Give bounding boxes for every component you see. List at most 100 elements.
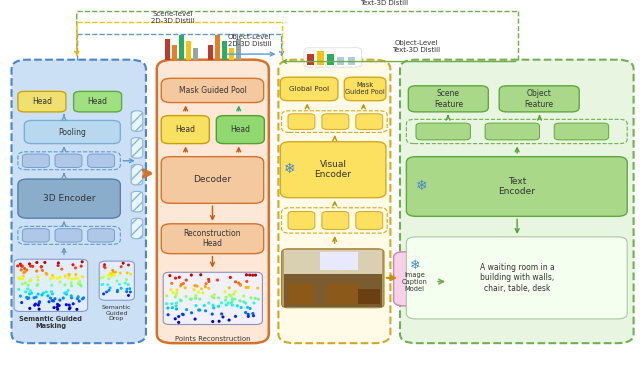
Text: Visual
Encoder: Visual Encoder [315,160,351,179]
Point [201,281,211,287]
Bar [327,54,334,65]
Point [173,319,184,325]
Point [108,267,118,273]
Point [31,268,42,274]
FancyBboxPatch shape [416,123,470,140]
Point [125,289,136,295]
Point [52,306,63,312]
Point [26,288,36,294]
Bar [222,41,227,60]
FancyBboxPatch shape [131,138,143,158]
FancyBboxPatch shape [74,91,122,112]
Point [77,296,88,302]
Point [122,270,132,276]
Point [55,297,65,303]
FancyBboxPatch shape [131,111,143,131]
Point [214,318,224,324]
Point [230,279,241,285]
Text: Scene-level
Text-3D Distill: Scene-level Text-3D Distill [360,0,408,6]
Point [175,297,186,303]
Point [116,285,126,291]
Point [35,299,45,305]
Point [166,287,176,293]
Point [227,297,237,303]
FancyBboxPatch shape [14,259,88,311]
Point [241,310,251,316]
Point [43,293,53,299]
Point [34,300,44,306]
Point [171,303,181,309]
Point [243,313,253,319]
FancyBboxPatch shape [406,157,627,216]
Point [181,277,191,283]
Point [100,265,110,271]
Point [47,298,58,304]
Text: Head: Head [230,125,250,134]
Point [33,282,43,288]
Point [170,294,180,300]
Point [221,294,231,300]
Point [33,277,44,283]
Point [33,291,44,297]
Bar [165,39,170,60]
Point [110,269,120,275]
Point [76,263,86,269]
Point [214,295,224,301]
Point [22,294,32,300]
Point [36,264,47,270]
Point [173,314,184,320]
Point [47,291,58,297]
Point [19,266,29,272]
Point [49,275,59,280]
Point [113,287,123,293]
Text: Head: Head [175,125,195,134]
Point [50,296,60,302]
FancyBboxPatch shape [55,229,82,242]
Point [120,280,131,286]
Point [108,272,118,278]
Point [53,260,63,266]
FancyBboxPatch shape [499,86,579,112]
Point [123,282,133,288]
Text: A waiting room in a
building with walls,
chair, table, desk: A waiting room in a building with walls,… [480,263,554,293]
Bar [337,57,344,65]
Point [232,303,243,309]
Point [19,270,29,276]
Point [76,282,86,288]
Point [115,270,125,276]
Point [55,279,65,285]
Bar [236,39,241,60]
FancyBboxPatch shape [344,77,386,101]
Point [175,283,186,289]
Point [102,282,113,288]
FancyBboxPatch shape [22,154,49,167]
Point [68,262,78,268]
Point [230,289,240,295]
Bar [179,35,184,60]
Point [200,283,211,289]
FancyBboxPatch shape [163,272,262,325]
FancyBboxPatch shape [394,252,435,306]
Point [170,275,180,281]
Point [23,282,33,288]
FancyBboxPatch shape [131,164,143,185]
Point [106,271,116,277]
Point [14,275,24,281]
Point [163,305,173,311]
Bar [215,35,220,60]
Text: Object-Level
2D-3D Distill: Object-Level 2D-3D Distill [228,34,271,47]
Point [243,284,253,290]
Bar [193,48,198,60]
Text: Scene-level
2D-3D Distill: Scene-level 2D-3D Distill [151,11,195,24]
Point [186,310,196,316]
Point [66,293,76,299]
Point [79,295,89,301]
Point [77,274,88,280]
Point [253,285,263,291]
Point [24,278,35,284]
Point [190,295,200,301]
Point [16,267,26,273]
Point [118,260,128,266]
Point [98,281,108,287]
Point [15,276,25,282]
